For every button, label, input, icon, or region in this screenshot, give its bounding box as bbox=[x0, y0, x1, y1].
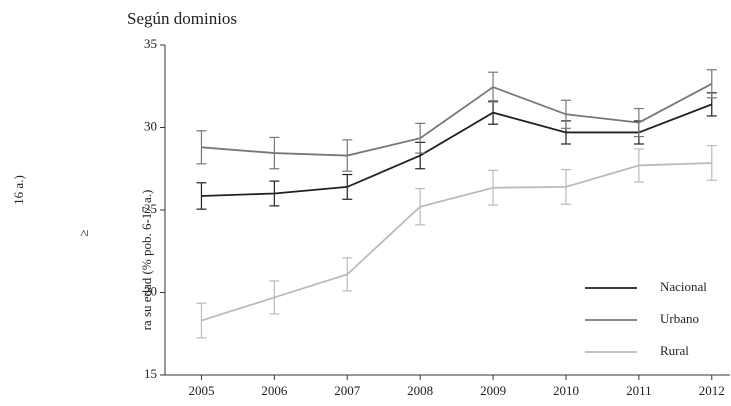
error-bar bbox=[196, 182, 207, 210]
x-tick-label: 2006 bbox=[261, 383, 288, 398]
error-bar bbox=[488, 100, 499, 125]
annotation: ≥ bbox=[76, 229, 91, 236]
error-bar bbox=[706, 145, 717, 181]
legend-label: Nacional bbox=[660, 279, 707, 294]
error-bar bbox=[560, 99, 571, 129]
error-bar bbox=[269, 136, 280, 170]
series-line bbox=[201, 103, 713, 197]
error-bar bbox=[488, 169, 499, 206]
y-tick-label: 25 bbox=[144, 201, 157, 216]
legend-label: Rural bbox=[660, 343, 689, 358]
series-line bbox=[201, 82, 713, 157]
x-tick-label: 2008 bbox=[407, 383, 433, 398]
legend-label: Urbano bbox=[660, 311, 699, 326]
x-tick-label: 2005 bbox=[188, 383, 214, 398]
x-tick-label: 2010 bbox=[553, 383, 579, 398]
y-axis-label: ra su edad (% pob. 6-17 a.) bbox=[139, 190, 154, 331]
error-bar bbox=[415, 122, 426, 154]
y-tick-label: 30 bbox=[144, 118, 157, 133]
error-bar bbox=[633, 148, 644, 183]
y-tick-label: 35 bbox=[144, 36, 157, 51]
chart-title: Según dominios bbox=[127, 9, 237, 28]
error-bar bbox=[488, 71, 499, 103]
x-tick-label: 2011 bbox=[626, 383, 652, 398]
error-bar bbox=[342, 139, 353, 172]
error-bar bbox=[269, 280, 280, 315]
x-tick-label: 2009 bbox=[480, 383, 506, 398]
y-tick-label: 20 bbox=[144, 283, 157, 298]
error-bar bbox=[342, 173, 353, 200]
error-bar bbox=[415, 187, 426, 226]
error-bar bbox=[560, 168, 571, 205]
annotation: 16 a.) bbox=[11, 175, 26, 205]
error-bar bbox=[196, 130, 207, 165]
x-tick-label: 2007 bbox=[334, 383, 361, 398]
series-line bbox=[201, 162, 712, 322]
error-bar bbox=[342, 257, 353, 292]
error-bar bbox=[196, 302, 207, 339]
error-bar bbox=[269, 180, 280, 207]
x-tick-label: 2012 bbox=[699, 383, 725, 398]
y-tick-label: 15 bbox=[144, 366, 157, 381]
error-bar bbox=[633, 107, 644, 138]
error-bar bbox=[706, 69, 717, 99]
